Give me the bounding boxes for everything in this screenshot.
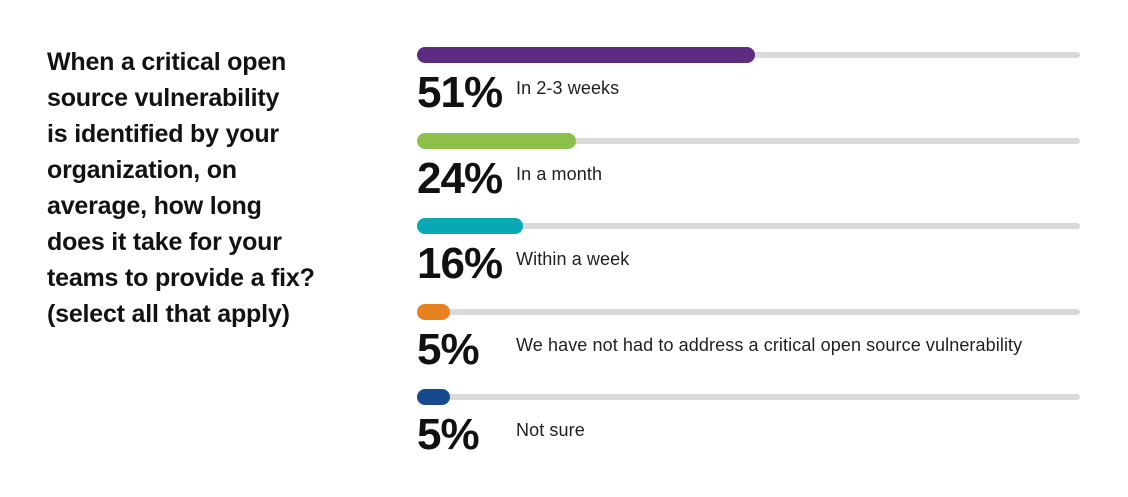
category-label: Within a week bbox=[516, 249, 630, 269]
bar-caption: 5% We have not had to address a critical… bbox=[417, 328, 1080, 374]
bar-caption: 51% In 2-3 weeks bbox=[417, 71, 1080, 117]
category-label: We have not had to address a critical op… bbox=[516, 335, 1023, 355]
bar-row: 5% Not sure bbox=[417, 389, 1080, 459]
bar-fill bbox=[417, 218, 524, 234]
question-text: When a critical open source vulnerability… bbox=[47, 44, 377, 332]
percent-value: 24% bbox=[417, 154, 503, 203]
question-line: does it take for your bbox=[47, 228, 282, 256]
bar-fill bbox=[417, 389, 451, 405]
bar-row: 24% In a month bbox=[417, 133, 1080, 203]
question-line: organization, on bbox=[47, 156, 237, 184]
bar-row: 5% We have not had to address a critical… bbox=[417, 304, 1080, 374]
category-label: In 2-3 weeks bbox=[516, 78, 620, 98]
bar-row: 16% Within a week bbox=[417, 218, 1080, 288]
bar-track bbox=[417, 394, 1080, 400]
bar-track bbox=[417, 309, 1080, 315]
question-line: average, how long bbox=[47, 192, 262, 220]
bar-fill bbox=[417, 47, 756, 63]
bar-fill bbox=[417, 304, 451, 320]
bar-track bbox=[417, 138, 1080, 144]
bar-chart: 51% In 2-3 weeks 24% In a month 16% With… bbox=[417, 0, 1080, 497]
question-line: (select all that apply) bbox=[47, 300, 290, 328]
bar-row: 51% In 2-3 weeks bbox=[417, 47, 1080, 117]
question-line: source vulnerability bbox=[47, 84, 280, 112]
category-label: In a month bbox=[516, 164, 603, 184]
question-line: When a critical open bbox=[47, 48, 287, 76]
bar-caption: 24% In a month bbox=[417, 157, 1080, 203]
percent-value: 16% bbox=[417, 239, 503, 288]
percent-value: 51% bbox=[417, 68, 503, 117]
bar-fill bbox=[417, 133, 577, 149]
percent-value: 5% bbox=[417, 325, 480, 374]
bar-caption: 5% Not sure bbox=[417, 413, 1080, 459]
question-line: teams to provide a fix? bbox=[47, 264, 315, 292]
question-line: is identified by your bbox=[47, 120, 279, 148]
category-label: Not sure bbox=[516, 420, 585, 440]
bar-track bbox=[417, 223, 1080, 229]
percent-value: 5% bbox=[417, 410, 480, 459]
bar-caption: 16% Within a week bbox=[417, 242, 1080, 288]
